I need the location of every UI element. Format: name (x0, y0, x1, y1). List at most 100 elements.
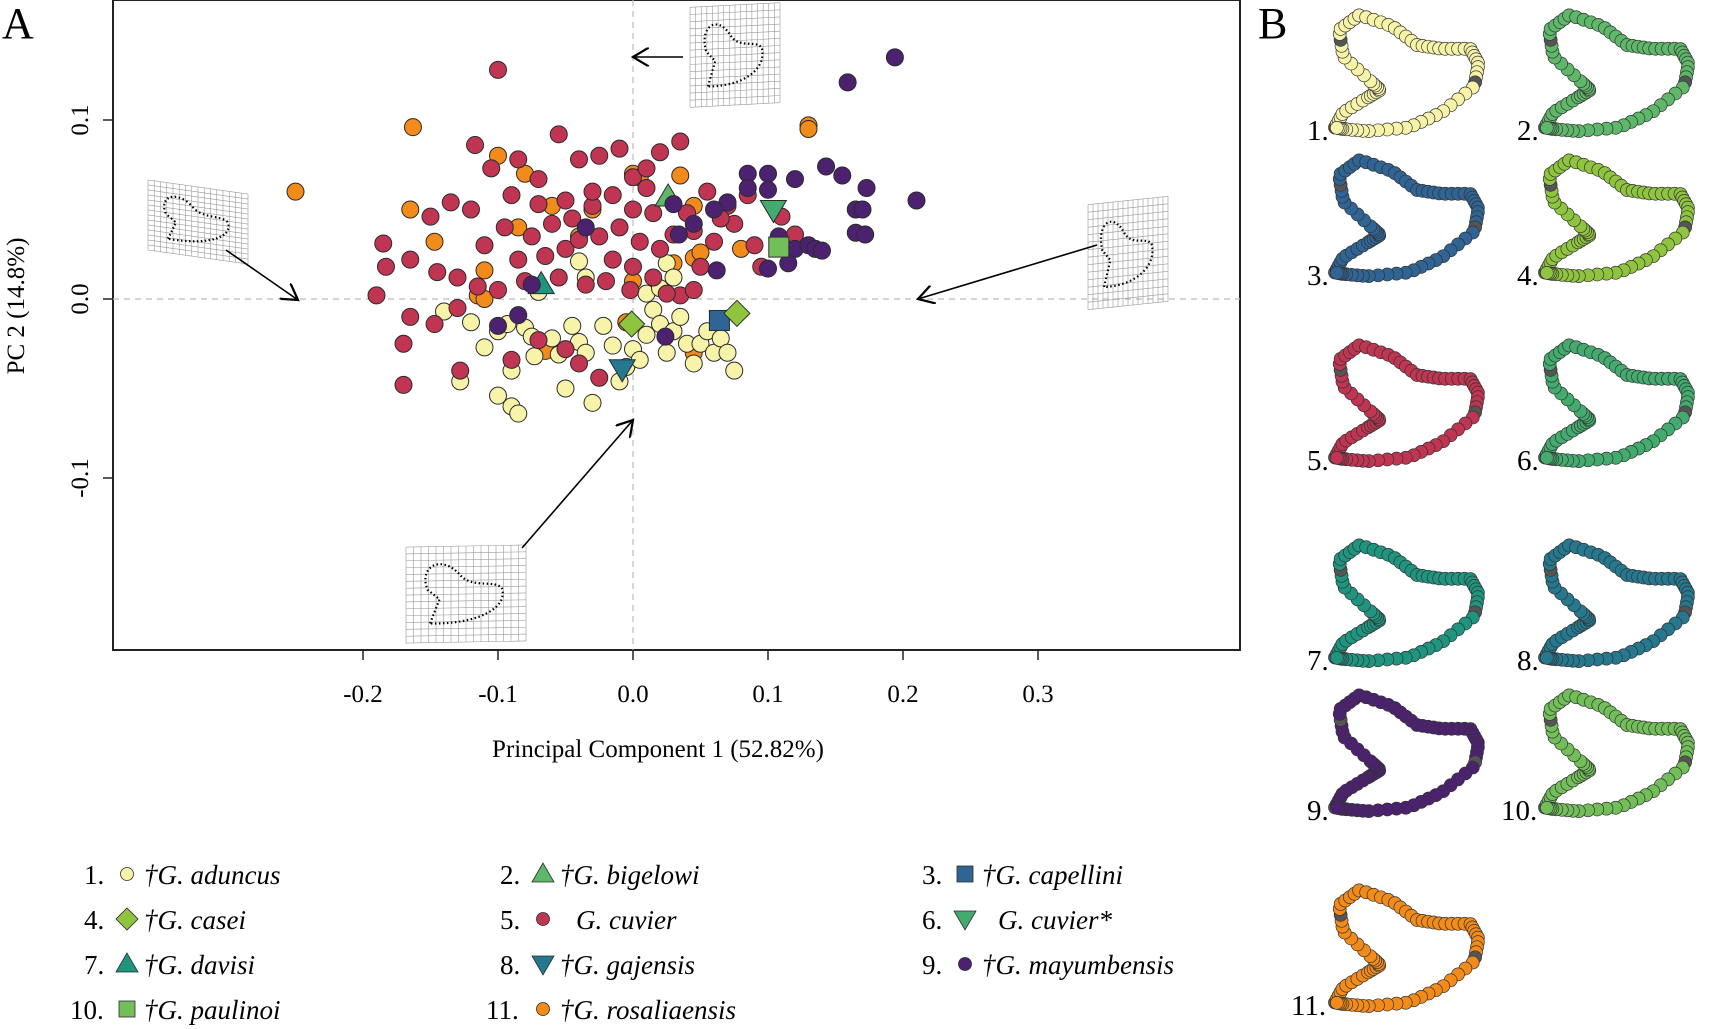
x-tick-label: -0.1 (478, 681, 518, 708)
point-species-3 (708, 309, 730, 331)
grid-line (690, 30, 780, 37)
landmark-point (1539, 450, 1554, 465)
panel-a-letter: A (2, 0, 34, 48)
grid-line (690, 73, 780, 80)
grid-line (1088, 278, 1168, 288)
grid-line (406, 613, 526, 616)
grid-line (1088, 300, 1168, 311)
point-species-1 (570, 252, 588, 271)
point-species-9 (907, 191, 926, 210)
grid-line (690, 80, 780, 87)
deformation-grid-bottom (405, 544, 527, 644)
landmark-point (1539, 800, 1554, 815)
point-species-1 (718, 343, 737, 362)
mean-shape-9: 9. (1307, 688, 1485, 827)
deformation-grid-left (147, 179, 249, 265)
grid-line (1088, 225, 1168, 236)
legend-label: †G. davisi (144, 950, 255, 980)
grid-line (1088, 210, 1168, 221)
point-species-5 (475, 236, 494, 255)
grid-line (1088, 270, 1168, 281)
grid-line (1088, 263, 1168, 273)
mean-shapes-panel: 1. 2. 3. 4. 5. 6. 7. 8. 9. 10. 11. (1291, 8, 1695, 1022)
point-species-1 (725, 361, 744, 380)
point-species-5 (657, 284, 676, 303)
grid-line (148, 189, 248, 205)
mean-shape-11: 11. (1291, 883, 1485, 1022)
point-species-4 (617, 310, 646, 338)
grid-line (690, 16, 780, 22)
point-species-5 (502, 186, 521, 205)
mean-shape-8: 8. (1517, 538, 1695, 677)
grid-line (1088, 248, 1168, 258)
point-species-5 (421, 207, 440, 226)
grid-line (406, 599, 526, 603)
y-axis-title: PC 2 (14.8%) (3, 238, 30, 375)
grid-line (1088, 195, 1168, 206)
point-species-5 (482, 159, 501, 178)
point-species-5 (462, 200, 480, 219)
point-species-5 (529, 195, 548, 214)
point-species-5 (543, 214, 561, 233)
grid-line (148, 229, 248, 245)
point-species-11 (799, 119, 818, 138)
point-species-9 (522, 275, 541, 294)
legend-marker-triangle-down (531, 955, 555, 976)
grid-line (406, 606, 526, 610)
point-species-5 (489, 60, 507, 79)
point-species-1 (475, 338, 494, 357)
point-species-1 (525, 347, 544, 366)
legend-number: 3. (922, 860, 942, 890)
point-species-9 (684, 214, 703, 233)
point-species-5 (509, 250, 528, 269)
deformation-grid-top (689, 2, 781, 108)
grid-line (148, 179, 248, 195)
point-species-5 (698, 182, 717, 201)
data-points (286, 48, 926, 423)
point-species-5 (468, 277, 487, 296)
point-species-1 (671, 307, 690, 326)
grid-line (148, 239, 248, 255)
deformation-grids (147, 2, 1169, 644)
legend-marker-circle (958, 957, 972, 971)
point-species-1 (462, 313, 480, 332)
legend-marker-diamond (115, 907, 139, 931)
point-species-5 (394, 375, 413, 394)
legend-label: †G. aduncus (144, 860, 281, 890)
grid-line (148, 214, 248, 230)
y-tick-label: -0.1 (67, 458, 94, 498)
landmark-point (1329, 450, 1344, 465)
point-species-5 (597, 272, 615, 291)
point-species-9 (759, 180, 777, 199)
legend-marker-square (956, 865, 974, 883)
grid-line (406, 544, 526, 548)
point-species-5 (401, 307, 420, 326)
point-species-9 (786, 170, 804, 189)
shape-number: 10. (1501, 795, 1537, 827)
shape-number: 7. (1307, 645, 1329, 677)
point-species-5 (691, 257, 710, 276)
legend-number: 10. (70, 995, 104, 1025)
legend-label: †G. capellini (982, 860, 1123, 890)
scatter-plot: -0.2 -0.1 0.0 0.1 0.2 0.3 0.1 0.0 -0.1 Principa… (3, 0, 1241, 763)
x-axis: -0.2 -0.1 0.0 0.1 0.2 0.3 (343, 650, 1054, 708)
legend-item: 6. G. cuvier* (922, 905, 1112, 935)
grid-line (406, 633, 526, 637)
point-species-1 (583, 393, 602, 412)
legend: 1. †G. aduncus 2. †G. bigelowi 3. †G. capelli… (70, 860, 1174, 1025)
point-species-5 (502, 350, 521, 369)
point-species-10 (768, 236, 790, 258)
arrow (918, 244, 1098, 299)
grid-line (690, 88, 780, 94)
grid-line (406, 640, 526, 644)
point-species-5 (621, 281, 640, 300)
point-species-5 (576, 275, 595, 294)
point-species-5 (376, 257, 395, 276)
point-species-1 (603, 336, 622, 355)
legend-number: 4. (84, 905, 104, 935)
x-tick-label: 0.2 (887, 681, 918, 708)
legend-marker-circle (120, 867, 134, 881)
point-species-5 (583, 182, 602, 201)
point-species-9 (857, 179, 876, 198)
